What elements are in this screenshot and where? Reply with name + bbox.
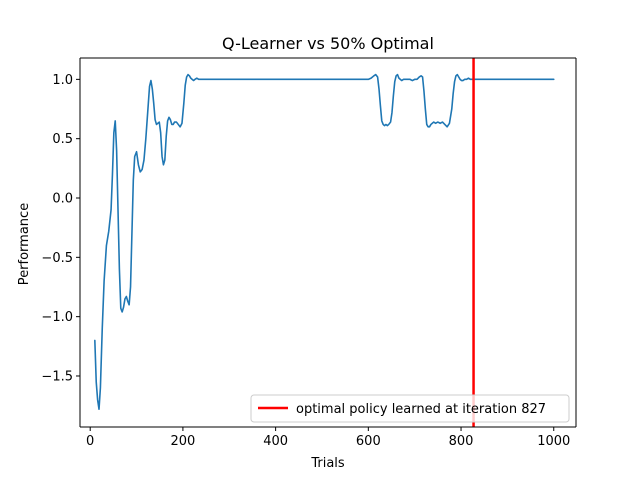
x-axis-label: Trials xyxy=(310,456,345,471)
chart-title: Q-Learner vs 50% Optimal xyxy=(222,34,434,53)
x-tick-label: 0 xyxy=(86,434,94,449)
y-tick-label: 0.0 xyxy=(52,192,73,207)
y-tick-label: −1.0 xyxy=(41,310,73,325)
y-tick-label: −0.5 xyxy=(41,251,73,266)
y-axis-label: Performance xyxy=(17,203,32,285)
y-tick-label: 0.5 xyxy=(52,132,73,147)
legend: optimal policy learned at iteration 827 xyxy=(250,394,570,423)
x-ticks: 0 200 400 600 800 1000 xyxy=(86,427,570,449)
axes xyxy=(79,57,577,428)
x-tick-label: 800 xyxy=(449,434,474,449)
legend-label: optimal policy learned at iteration 827 xyxy=(296,402,546,417)
y-tick-label: −1.5 xyxy=(41,369,73,384)
x-tick-label: 1000 xyxy=(537,434,570,449)
plot-area xyxy=(94,73,555,410)
legend-box xyxy=(250,394,570,423)
x-tick-label: 400 xyxy=(263,434,288,449)
x-tick-label: 600 xyxy=(356,434,381,449)
y-ticks: −1.5 −1.0 −0.5 0.0 0.5 1.0 xyxy=(41,73,80,384)
y-tick-label: 1.0 xyxy=(52,73,73,88)
series-line-0 xyxy=(94,73,555,410)
x-tick-label: 200 xyxy=(170,434,195,449)
